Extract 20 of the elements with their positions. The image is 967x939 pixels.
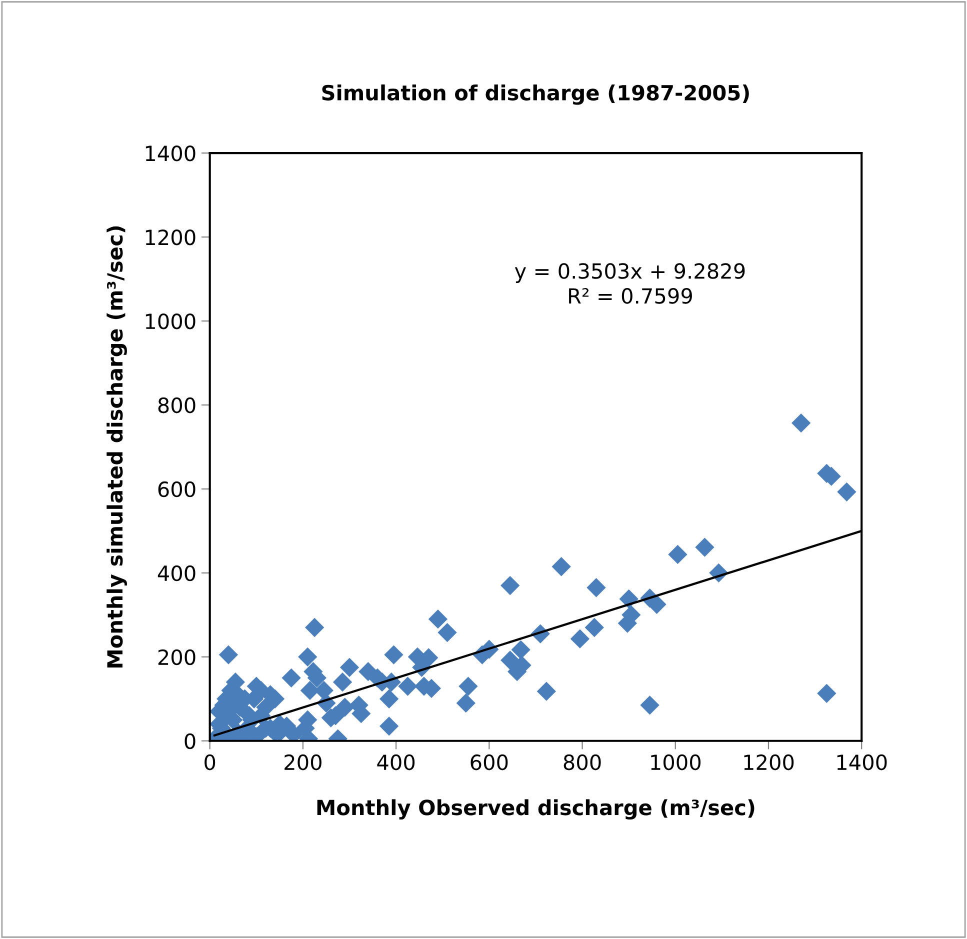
x-tick-label: 0: [204, 754, 216, 770]
x-tick-label: 1000: [651, 754, 701, 770]
y-tick-label: 1000: [146, 313, 196, 330]
y-tick-label: 600: [158, 481, 196, 498]
x-tick-label: 800: [564, 754, 601, 770]
x-tick-label: 600: [470, 754, 508, 770]
x-tick-label: 400: [377, 754, 415, 770]
y-axis-title: Monthly simulated discharge (m³/sec): [106, 226, 127, 668]
y-tick-label: 1200: [146, 229, 196, 246]
x-tick-label: 1200: [744, 754, 794, 770]
x-axis-title: Monthly Observed discharge (m³/sec): [317, 799, 754, 820]
annotation: y = 0.3503x + 9.2829 R² = 0.7599: [514, 263, 745, 304]
x-tick-label: 1400: [837, 754, 887, 770]
y-tick-label: 0: [184, 733, 196, 750]
chart-title: Simulation of discharge (1987-2005): [322, 84, 749, 105]
y-tick-label: 1400: [146, 146, 196, 162]
y-tick-label: 800: [158, 397, 196, 414]
x-tick-label: 200: [284, 754, 322, 770]
y-tick-label: 200: [158, 649, 196, 666]
y-tick-label: 400: [158, 565, 196, 582]
